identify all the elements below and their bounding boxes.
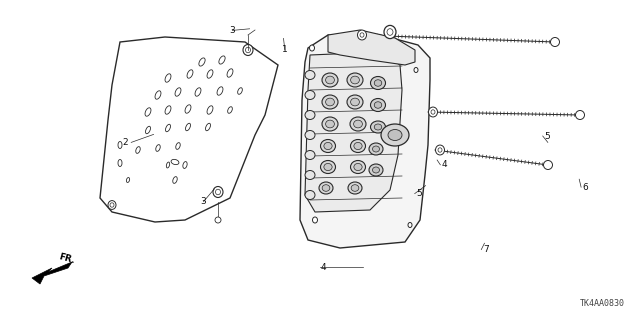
Ellipse shape bbox=[351, 98, 360, 106]
Ellipse shape bbox=[543, 161, 552, 170]
Ellipse shape bbox=[216, 189, 221, 195]
Ellipse shape bbox=[351, 140, 365, 153]
Ellipse shape bbox=[347, 95, 363, 109]
Ellipse shape bbox=[243, 44, 253, 55]
Text: 5: 5 bbox=[417, 189, 422, 198]
Ellipse shape bbox=[310, 45, 314, 51]
Ellipse shape bbox=[322, 185, 330, 191]
Ellipse shape bbox=[550, 37, 559, 46]
Ellipse shape bbox=[351, 185, 359, 191]
Ellipse shape bbox=[321, 140, 335, 153]
Ellipse shape bbox=[305, 91, 315, 100]
Ellipse shape bbox=[371, 121, 385, 133]
Polygon shape bbox=[305, 52, 402, 212]
Text: 4: 4 bbox=[321, 263, 326, 272]
Ellipse shape bbox=[324, 142, 332, 149]
Ellipse shape bbox=[348, 182, 362, 194]
Ellipse shape bbox=[372, 146, 380, 152]
Ellipse shape bbox=[213, 187, 223, 197]
Ellipse shape bbox=[322, 117, 338, 131]
Text: 3: 3 bbox=[230, 26, 235, 35]
Text: 5: 5 bbox=[545, 132, 550, 140]
Ellipse shape bbox=[347, 73, 363, 87]
Ellipse shape bbox=[326, 76, 335, 84]
Text: TK4AA0830: TK4AA0830 bbox=[580, 299, 625, 308]
Ellipse shape bbox=[369, 164, 383, 176]
Ellipse shape bbox=[381, 124, 409, 146]
Ellipse shape bbox=[305, 190, 315, 199]
Polygon shape bbox=[328, 30, 415, 65]
Ellipse shape bbox=[374, 80, 381, 86]
Ellipse shape bbox=[326, 120, 335, 128]
Ellipse shape bbox=[350, 117, 366, 131]
Ellipse shape bbox=[319, 182, 333, 194]
Text: 3: 3 bbox=[201, 197, 206, 206]
Ellipse shape bbox=[358, 30, 367, 40]
Ellipse shape bbox=[326, 98, 335, 106]
Ellipse shape bbox=[322, 95, 338, 109]
Ellipse shape bbox=[429, 107, 438, 117]
Ellipse shape bbox=[312, 217, 317, 223]
Ellipse shape bbox=[354, 120, 362, 128]
Ellipse shape bbox=[408, 222, 412, 228]
Ellipse shape bbox=[305, 150, 315, 159]
Ellipse shape bbox=[110, 203, 114, 207]
Ellipse shape bbox=[575, 110, 584, 119]
Ellipse shape bbox=[108, 201, 116, 209]
Text: 2: 2 bbox=[122, 138, 127, 147]
Ellipse shape bbox=[305, 131, 315, 140]
Text: 1: 1 bbox=[282, 45, 287, 54]
Ellipse shape bbox=[305, 171, 315, 180]
Ellipse shape bbox=[351, 76, 360, 84]
Polygon shape bbox=[300, 35, 430, 248]
Ellipse shape bbox=[438, 148, 442, 152]
Ellipse shape bbox=[371, 76, 385, 90]
Text: 6: 6 bbox=[583, 183, 588, 192]
Text: FR.: FR. bbox=[58, 252, 76, 265]
Text: 4: 4 bbox=[442, 160, 447, 169]
Ellipse shape bbox=[388, 130, 402, 140]
Ellipse shape bbox=[374, 102, 381, 108]
Ellipse shape bbox=[431, 110, 435, 114]
Ellipse shape bbox=[354, 164, 362, 171]
Ellipse shape bbox=[371, 99, 385, 111]
Ellipse shape bbox=[387, 29, 393, 35]
Ellipse shape bbox=[414, 68, 418, 73]
Ellipse shape bbox=[435, 145, 445, 155]
Ellipse shape bbox=[374, 124, 381, 130]
Polygon shape bbox=[32, 262, 72, 284]
Ellipse shape bbox=[324, 164, 332, 171]
Polygon shape bbox=[100, 37, 278, 222]
Ellipse shape bbox=[322, 73, 338, 87]
Ellipse shape bbox=[384, 25, 396, 39]
Ellipse shape bbox=[372, 167, 380, 173]
Ellipse shape bbox=[360, 33, 364, 37]
Ellipse shape bbox=[305, 70, 315, 79]
Ellipse shape bbox=[351, 161, 365, 173]
Ellipse shape bbox=[215, 217, 221, 223]
Ellipse shape bbox=[321, 161, 335, 173]
Ellipse shape bbox=[246, 47, 250, 53]
Ellipse shape bbox=[354, 142, 362, 149]
Ellipse shape bbox=[369, 143, 383, 155]
Ellipse shape bbox=[305, 110, 315, 119]
Text: 7: 7 bbox=[484, 245, 489, 254]
